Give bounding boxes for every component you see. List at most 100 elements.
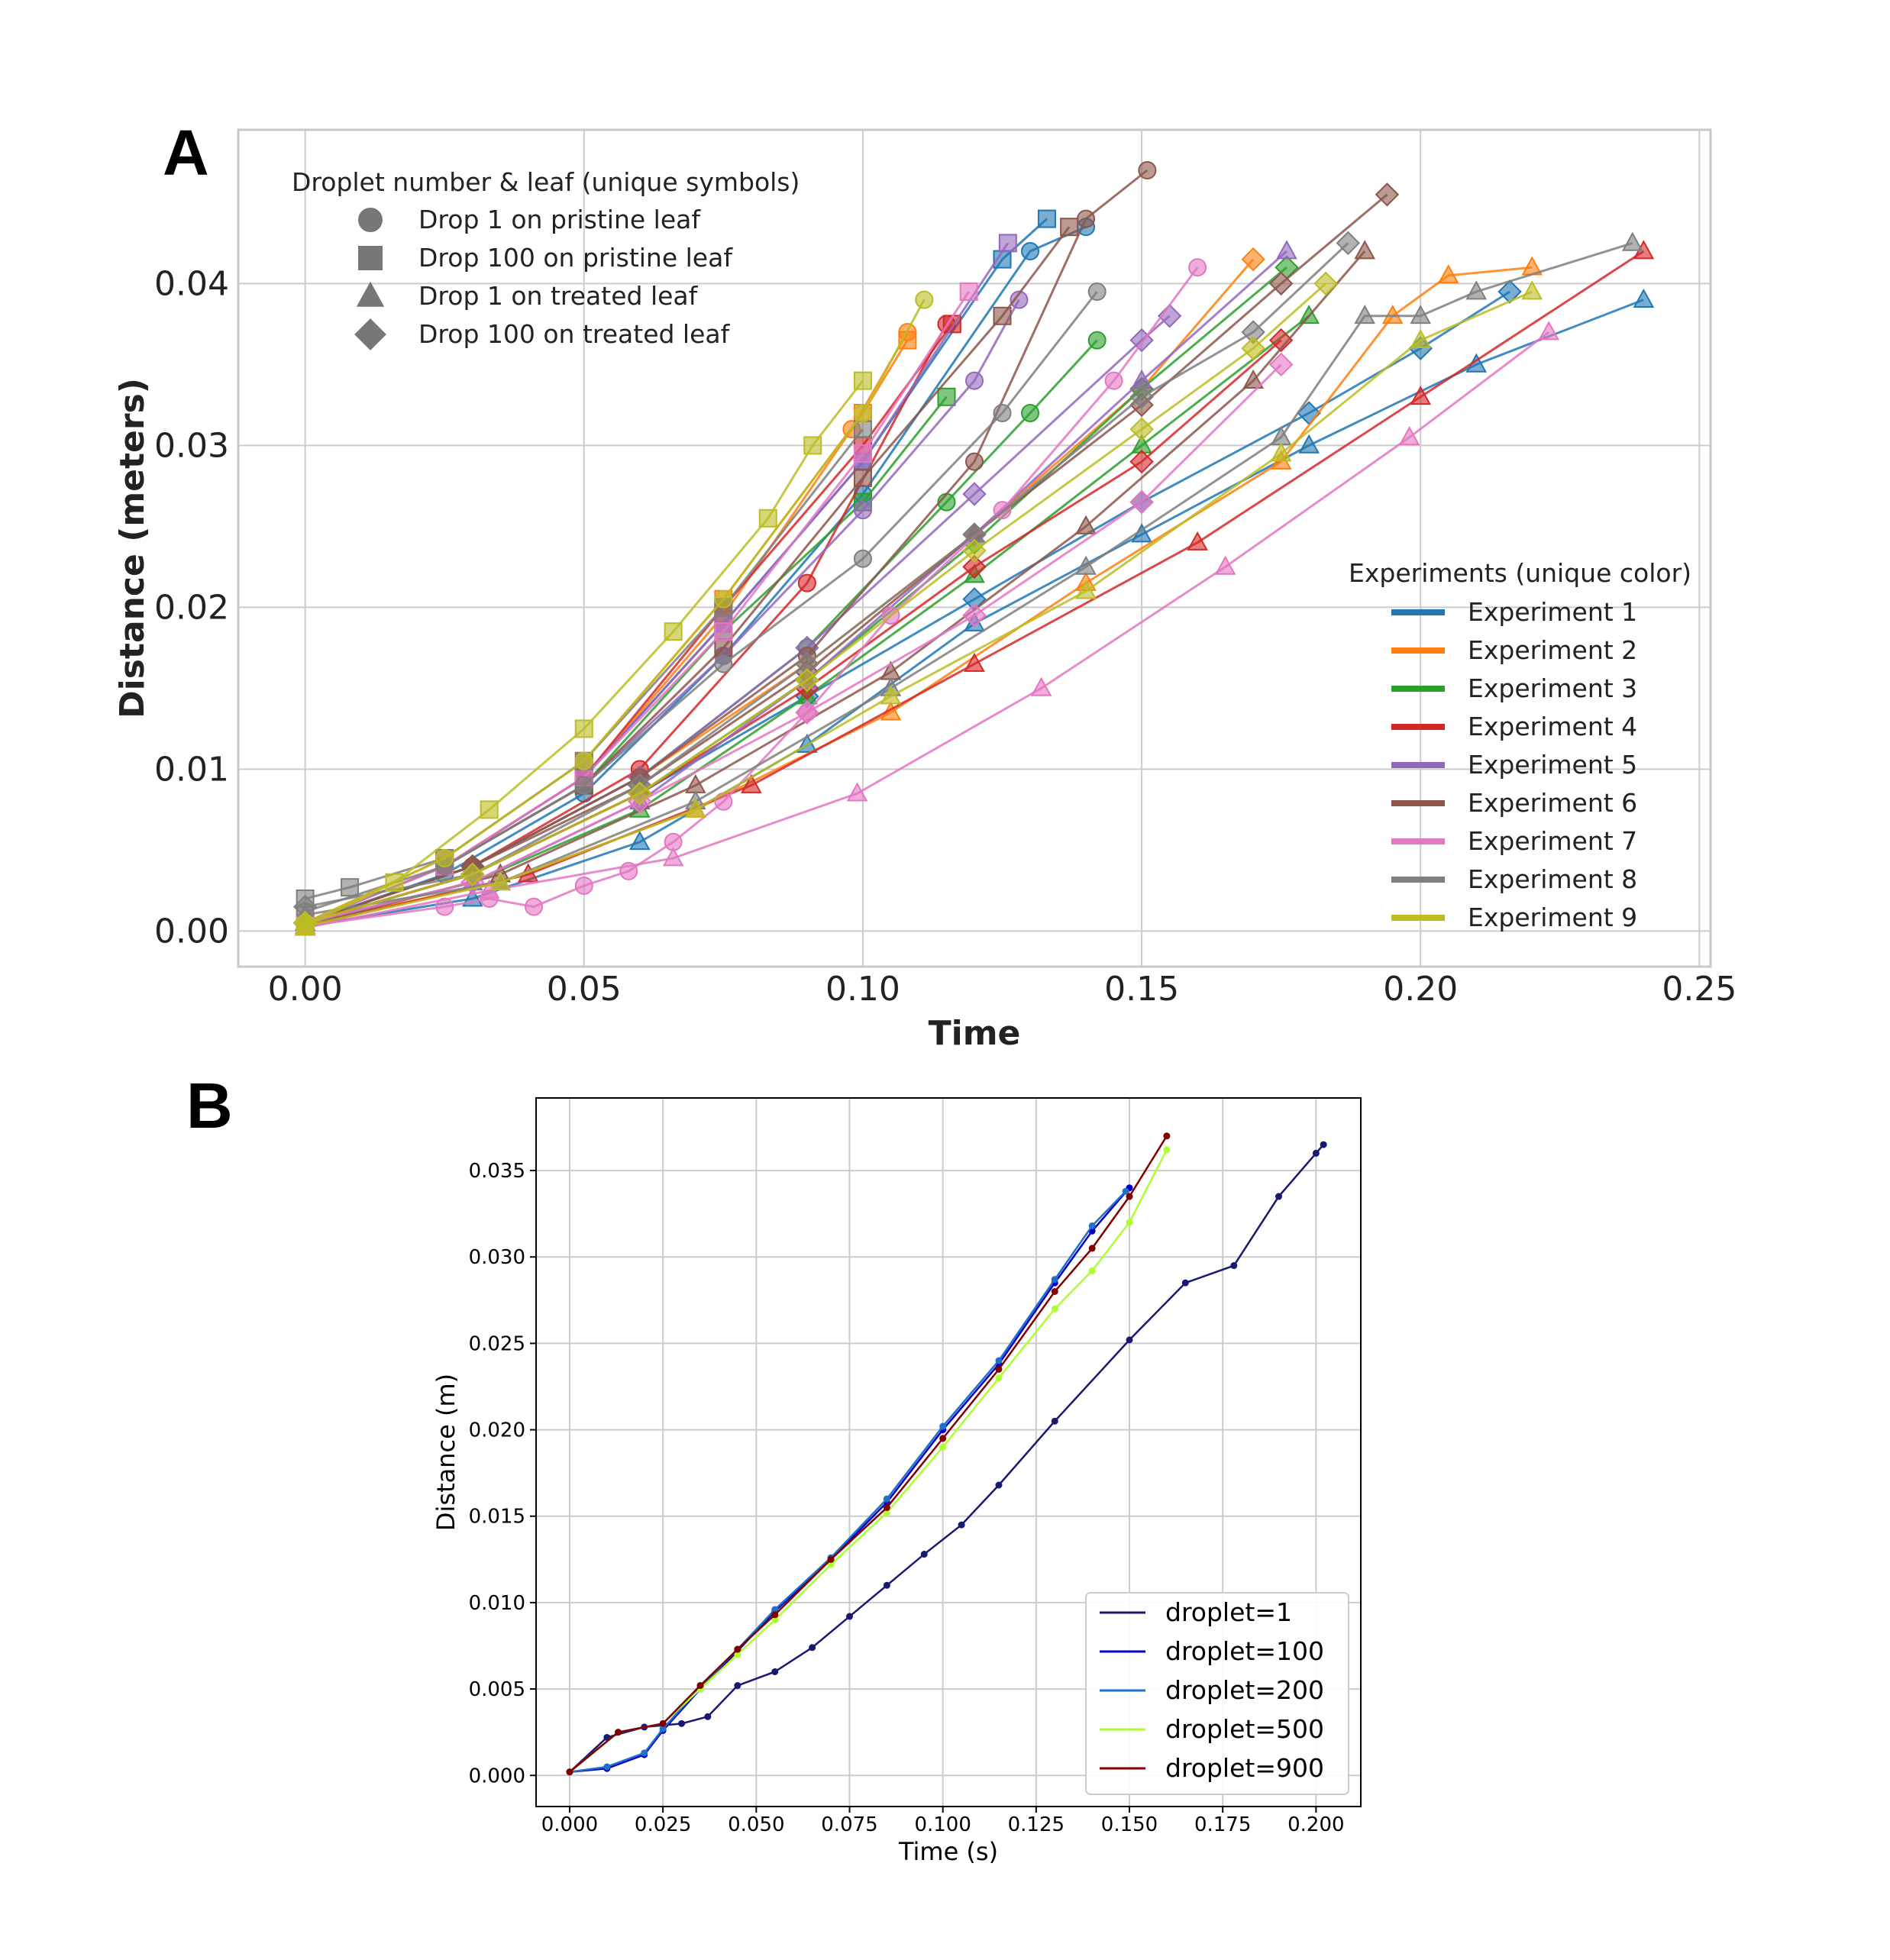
x-tick-label: 0.15 bbox=[1104, 970, 1179, 1009]
x-tick-label: 0.000 bbox=[541, 1813, 598, 1836]
panel-b-label: B bbox=[186, 1070, 233, 1141]
data-point bbox=[1088, 1267, 1096, 1274]
data-point bbox=[525, 897, 544, 916]
data-point bbox=[962, 482, 987, 506]
data-point bbox=[1087, 282, 1107, 301]
droplet-legend-label: droplet=100 bbox=[1165, 1636, 1324, 1666]
data-point bbox=[853, 549, 872, 568]
data-point bbox=[937, 387, 956, 406]
data-point bbox=[1241, 247, 1265, 272]
data-point bbox=[1214, 555, 1236, 575]
data-point bbox=[734, 1682, 741, 1690]
data-point bbox=[964, 652, 985, 672]
symbol-legend-label: Drop 100 on pristine leaf bbox=[418, 243, 733, 273]
data-point bbox=[662, 847, 684, 867]
data-point bbox=[995, 1365, 1003, 1373]
data-point bbox=[1088, 1245, 1096, 1252]
data-point bbox=[714, 589, 733, 609]
data-point bbox=[603, 1763, 611, 1771]
panel-b-plot-area bbox=[566, 1132, 1327, 1776]
panel-a-frame bbox=[237, 128, 1712, 968]
series-line bbox=[305, 323, 948, 925]
data-point bbox=[1410, 386, 1432, 405]
data-point bbox=[1375, 182, 1400, 207]
panel-a-label: A bbox=[163, 117, 209, 189]
data-point bbox=[965, 452, 984, 471]
data-point bbox=[1051, 1288, 1058, 1296]
data-point bbox=[795, 700, 819, 725]
data-point bbox=[1230, 1262, 1238, 1270]
data-point bbox=[845, 1613, 853, 1620]
data-point bbox=[1126, 1219, 1133, 1226]
data-point bbox=[1354, 240, 1376, 260]
series-line bbox=[305, 315, 1310, 925]
symbol-legend-label: Drop 1 on treated leaf bbox=[418, 281, 699, 311]
series-line bbox=[569, 1149, 1168, 1773]
data-point bbox=[1275, 1193, 1282, 1200]
data-point bbox=[628, 781, 652, 806]
data-point bbox=[995, 1481, 1003, 1489]
data-point bbox=[696, 1682, 704, 1690]
data-point bbox=[615, 1729, 622, 1736]
series-line bbox=[305, 299, 926, 925]
data-point bbox=[574, 877, 593, 896]
data-point bbox=[939, 1435, 947, 1442]
data-point bbox=[1398, 426, 1420, 446]
y-tick-label: 0.005 bbox=[469, 1678, 525, 1701]
data-point bbox=[853, 371, 872, 390]
symbol-legend-title: Droplet number & leaf (unique symbols) bbox=[292, 167, 800, 197]
y-tick-label: 0.000 bbox=[469, 1765, 525, 1787]
data-point bbox=[704, 1713, 712, 1720]
experiment-legend-label: Experiment 8 bbox=[1468, 864, 1637, 894]
y-tick-label: 0.00 bbox=[154, 912, 229, 951]
data-point bbox=[1077, 209, 1096, 228]
data-point bbox=[1313, 271, 1338, 296]
series-line bbox=[305, 250, 1287, 925]
data-point bbox=[1075, 555, 1097, 575]
data-point bbox=[1138, 160, 1157, 179]
data-point bbox=[993, 403, 1012, 422]
data-point bbox=[1410, 328, 1432, 348]
data-point bbox=[1268, 328, 1294, 353]
panel-a-chart: 0.00 0.05 0.10 0.15 0.20 0.25 0.00 0.01 0.02 0.03… bbox=[113, 128, 1737, 1053]
data-point bbox=[1268, 352, 1294, 377]
data-point bbox=[797, 573, 816, 593]
data-point bbox=[685, 773, 706, 793]
series-experiment-8-triangle bbox=[294, 231, 1643, 923]
data-point bbox=[1242, 369, 1264, 389]
experiment-legend-label: Experiment 2 bbox=[1468, 635, 1637, 665]
droplet-legend-label: droplet=900 bbox=[1165, 1753, 1324, 1783]
series-line bbox=[305, 339, 909, 925]
data-point bbox=[292, 911, 318, 935]
data-point bbox=[1051, 1417, 1058, 1425]
data-point bbox=[880, 685, 902, 705]
y-tick-label: 0.030 bbox=[469, 1246, 525, 1269]
data-point bbox=[741, 773, 762, 793]
x-tick-label: 0.150 bbox=[1101, 1813, 1158, 1836]
x-tick-label: 0.00 bbox=[268, 970, 343, 1009]
data-point bbox=[995, 1374, 1003, 1382]
x-tick-label: 0.100 bbox=[914, 1813, 971, 1836]
data-point bbox=[771, 1616, 779, 1624]
data-point bbox=[883, 1495, 890, 1503]
data-point bbox=[1088, 1222, 1096, 1229]
data-point bbox=[1122, 1187, 1129, 1195]
droplet-legend-label: droplet=500 bbox=[1165, 1714, 1324, 1744]
data-point bbox=[1312, 1149, 1320, 1157]
series-line bbox=[305, 242, 1349, 909]
data-point bbox=[641, 1749, 648, 1757]
data-point bbox=[998, 234, 1017, 253]
data-point bbox=[1021, 403, 1040, 422]
data-point bbox=[678, 1719, 686, 1727]
series-experiment-2-circle bbox=[296, 322, 917, 932]
series-line bbox=[569, 1135, 1168, 1773]
series-line bbox=[305, 331, 909, 925]
data-point bbox=[965, 371, 984, 390]
data-point bbox=[1051, 1276, 1058, 1284]
data-point bbox=[883, 1503, 890, 1511]
data-point bbox=[1075, 515, 1097, 534]
experiment-legend-label: Experiment 5 bbox=[1468, 750, 1637, 780]
series-droplet-500 bbox=[566, 1146, 1171, 1776]
data-point bbox=[771, 1606, 779, 1613]
experiment-legend-label: Experiment 3 bbox=[1468, 673, 1637, 703]
